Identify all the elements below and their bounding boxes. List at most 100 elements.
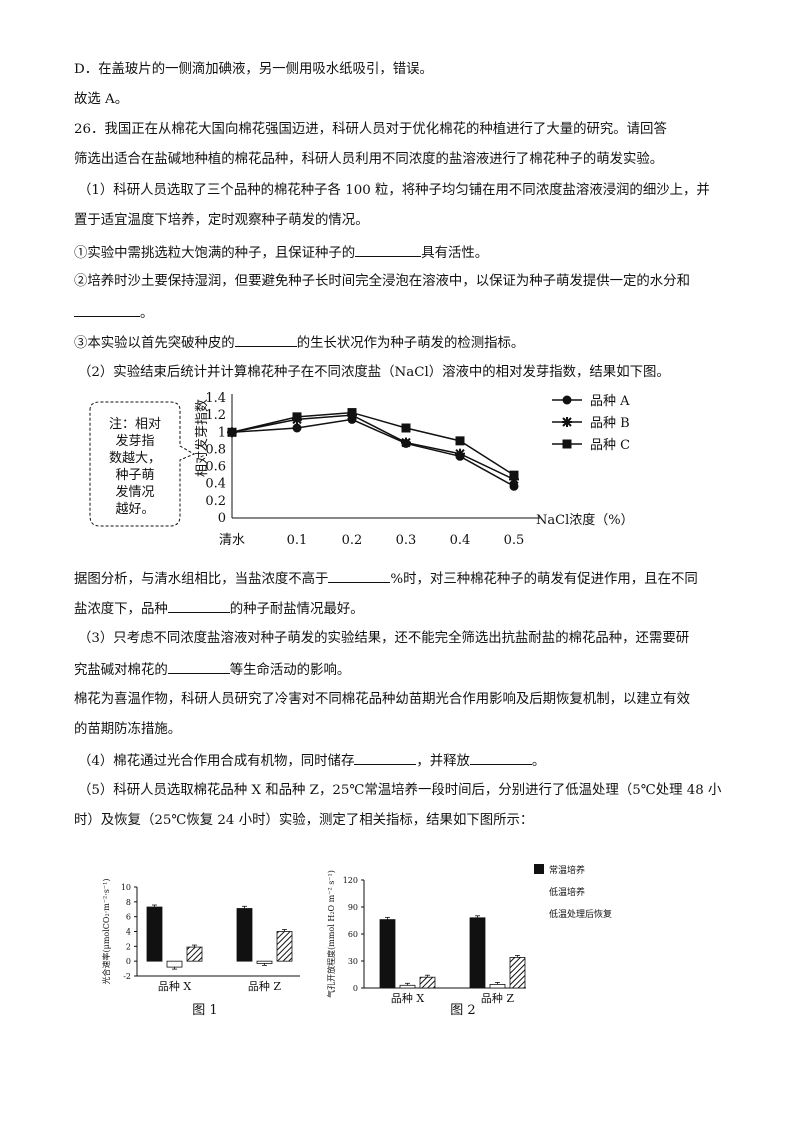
y-tick-label: 1.4: [205, 391, 226, 406]
photosynthesis-bar-chart: -2 0 2 4 6 8 10 光合速率(μmolCO₂·m⁻²·s⁻¹) 品种 X 品种 Z 图 …: [101, 879, 300, 1018]
x-tick-label: 品种 X: [158, 979, 191, 993]
y-tick-label: 0.8: [205, 442, 226, 457]
answer-blank[interactable]: [167, 598, 230, 613]
y-tick-label: 0: [126, 957, 131, 966]
y-tick-label: 8: [126, 898, 131, 907]
note-text-line: 发芽指: [115, 433, 154, 449]
analysis-text-b: %时，对三种棉花种子的萌发有促进作用，且在不同: [390, 572, 698, 587]
x-tick-label: 清水: [219, 533, 245, 548]
bar: [399, 984, 416, 989]
context-line1: 棉花为喜温作物，科研人员研究了冷害对不同棉花品种幼苗期光合作用影响及后期恢复机制…: [74, 692, 690, 707]
y-tick-label: 0: [218, 511, 226, 526]
y-axis-label: 气孔开放程度(mmol H₂O m⁻² s⁻¹): [326, 870, 336, 998]
sq3-text-b: 等生命活动的影响。: [229, 663, 351, 678]
sq3-text-a: 究盐碱对棉花的: [74, 663, 168, 678]
analysis2-text-b: 的种子耐盐情况最好。: [229, 602, 364, 617]
answer-blank[interactable]: [328, 568, 391, 583]
y-tick-label: 2: [126, 942, 131, 951]
answer-blank[interactable]: [355, 242, 422, 257]
bar: [186, 946, 203, 962]
y-tick-label: 1.2: [205, 408, 226, 423]
data-point: [347, 408, 357, 418]
x-tick-label: 0.5: [504, 533, 525, 548]
analysis-line1: 据图分析，与清水组相比，当盐浓度不高于 %时，对三种棉花种子的萌发有促进作用，且在…: [74, 568, 698, 590]
y-tick-label: 1: [218, 425, 226, 440]
legend-swatch: [534, 864, 544, 874]
item-2-text-b: 。: [140, 306, 154, 321]
sub-question-2-line: （2）实验结束后统计并计算棉花种子在不同浓度盐（NaCl）溶液中的相对发芽指数，…: [78, 365, 670, 380]
bar: [509, 957, 526, 989]
legend-label: 品种 C: [590, 438, 630, 453]
x-tick-label: 品种 Z: [248, 979, 281, 993]
bar: [379, 919, 396, 989]
data-point: [227, 427, 237, 437]
sub-question-5-line1: （5）科研人员选取棉花品种 X 和品种 Z，25℃常温培养一段时间后，分别进行了…: [78, 783, 722, 798]
y-tick-label: 30: [348, 957, 358, 966]
note-text-line: 发情况: [115, 484, 154, 500]
data-point: [509, 470, 519, 480]
y-tick-label: 60: [348, 930, 358, 939]
bar: [276, 931, 293, 962]
y-tick-label: 0.2: [205, 494, 226, 509]
legend-label: 低温处理后恢复: [549, 908, 612, 920]
bar: [146, 906, 163, 962]
x-tick-label: 品种 Z: [481, 991, 514, 1005]
analysis2-text-a: 盐浓度下，品种: [74, 602, 168, 617]
y-tick-label: 90: [348, 903, 358, 912]
sq4-text-b: ，并释放: [416, 754, 470, 769]
x-tick-label: 0.4: [450, 533, 471, 548]
item-3-line: ③本实验以首先突破种皮的 的生长状况作为种子萌发的检测指标。: [74, 332, 524, 354]
bar: [469, 917, 486, 989]
y-tick-label: 4: [126, 928, 131, 937]
sub-question-3-line1: （3）只考虑不同浓度盐溶液对种子萌发的实验结果，还不能完全筛选出抗盐耐盐的棉花品…: [78, 631, 690, 646]
item-1-text-b: 具有活性。: [421, 246, 489, 261]
question-26-stem: 26．我国正在从棉花大国向棉花强国迈进，科研人员对于优化棉花的种植进行了大量的研…: [74, 122, 667, 137]
note-text-line: 种子萌: [115, 468, 154, 483]
answer-blank[interactable]: [469, 750, 532, 765]
item-1-text-a: ①实验中需挑选粒大饱满的种子，且保证种子的: [74, 246, 356, 261]
item-3-text-b: 的生长状况作为种子萌发的检测指标。: [296, 336, 525, 351]
data-point: [455, 448, 465, 459]
figure-caption: 图 2: [450, 1003, 475, 1018]
data-point: [292, 412, 302, 422]
legend-label: 低温培养: [549, 886, 585, 898]
answer-blank[interactable]: [167, 659, 230, 674]
item-2-cont: 。: [74, 302, 153, 324]
bar: [236, 908, 253, 962]
stomatal-opening-bar-chart: 0 30 60 90 120 气孔开放程度(mmol H₂O m⁻² s⁻¹) 品种 X 品种…: [326, 864, 612, 1018]
series-line: [231, 411, 515, 476]
sq4-text-c: 。: [531, 754, 546, 769]
legend-label: 品种 A: [590, 394, 630, 409]
sub-question-1-line1: （1）科研人员选取了三个品种的棉花种子各 100 粒，将种子均匀铺在用不同浓度盐…: [78, 183, 710, 198]
y-tick-label: 0.4: [205, 477, 226, 492]
legend-label: 品种 B: [590, 416, 630, 431]
data-point: [401, 423, 411, 433]
sub-question-3-line2: 究盐碱对棉花的 等生命活动的影响。: [74, 659, 350, 681]
sub-question-5-line2: 时）及恢复（25℃恢复 24 小时）实验，测定了相关指标，结果如下图所示：: [74, 813, 534, 828]
figure-caption: 图 1: [192, 1003, 217, 1018]
y-axis-label: 相对发芽指数: [194, 399, 210, 477]
answer-blank[interactable]: [234, 332, 297, 347]
analysis-line2: 盐浓度下，品种 的种子耐盐情况最好。: [74, 598, 364, 620]
item-3-text-a: ③本实验以首先突破种皮的: [74, 336, 235, 351]
y-tick-label: 120: [343, 876, 358, 885]
legend-label: 常温培养: [549, 864, 585, 876]
context-line2: 的苗期防冻措施。: [74, 722, 182, 737]
note-box: [89, 401, 196, 527]
sub-question-4-line: （4）棉花通过光合作用合成有机物，同时储存 ，并释放 。: [78, 750, 545, 772]
note-text-line: 数越大，: [109, 451, 161, 466]
option-d-line: D．在盖玻片的一侧滴加碘液，另一侧用吸水纸吸引，错误。: [74, 62, 433, 77]
data-point: [562, 395, 572, 405]
bar: [419, 976, 436, 989]
question-26-intro: 筛选出适合在盐碱地种植的棉花品种，科研人员利用不同浓度的盐溶液进行了棉花种子的萌…: [74, 152, 664, 167]
sub-question-1-line2: 置于适宜温度下培养，定时观察种子萌发的情况。: [74, 213, 369, 228]
y-tick-label: 0.6: [205, 460, 226, 475]
answer-blank[interactable]: [354, 750, 417, 765]
data-point: [401, 437, 411, 448]
x-tick-label: 0.1: [287, 533, 308, 548]
x-tick-label: 0.3: [396, 533, 417, 548]
bar: [166, 960, 183, 968]
answer-blank[interactable]: [74, 302, 140, 317]
series-line: [231, 414, 515, 481]
